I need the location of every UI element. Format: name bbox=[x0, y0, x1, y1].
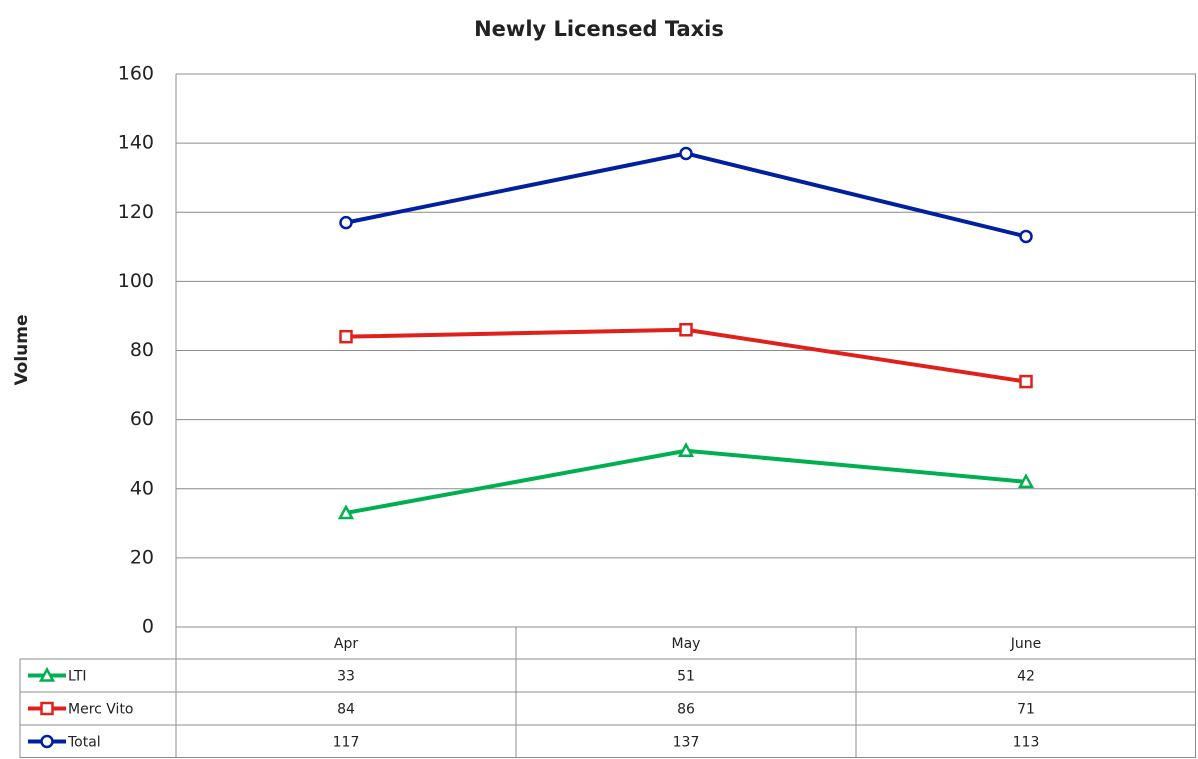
data-point bbox=[677, 442, 695, 457]
table-value: 117 bbox=[333, 735, 360, 751]
x-tick-label: June bbox=[1010, 636, 1042, 652]
y-tick-label: 20 bbox=[130, 546, 154, 568]
x-tick-label: May bbox=[672, 636, 701, 652]
series-line bbox=[345, 151, 1027, 239]
table-value: 113 bbox=[1013, 735, 1040, 751]
table-value: 33 bbox=[337, 669, 355, 685]
legend-label: Total bbox=[67, 735, 101, 751]
y-tick-label: 140 bbox=[118, 132, 154, 154]
table-value: 137 bbox=[673, 735, 700, 751]
data-point bbox=[1017, 473, 1035, 489]
data-point bbox=[1019, 229, 1033, 244]
table-value: 84 bbox=[337, 702, 355, 718]
data-table-body bbox=[19, 658, 1196, 758]
data-point bbox=[339, 215, 353, 230]
legend-marker bbox=[40, 701, 54, 716]
y-tick-label: 80 bbox=[130, 339, 154, 361]
y-axis-label: Volume bbox=[12, 314, 32, 385]
y-tick-label: 100 bbox=[118, 270, 154, 292]
data-point bbox=[337, 504, 355, 520]
table-value: 71 bbox=[1017, 702, 1035, 718]
legend-label: LTI bbox=[68, 669, 87, 685]
table-value: 86 bbox=[677, 702, 695, 718]
chart-title: Newly Licensed Taxis bbox=[474, 17, 724, 41]
y-tick-label: 0 bbox=[142, 616, 154, 638]
table-value: 51 bbox=[677, 669, 695, 685]
legend-label: Merc Vito bbox=[68, 702, 134, 718]
legend-marker bbox=[38, 666, 56, 682]
y-tick-label: 40 bbox=[130, 477, 154, 499]
data-point bbox=[679, 323, 693, 337]
data-point bbox=[1019, 374, 1033, 389]
y-tick-label: 60 bbox=[130, 408, 154, 430]
y-tick-label: 160 bbox=[118, 63, 154, 85]
series-line bbox=[345, 327, 1027, 384]
data-point bbox=[679, 146, 693, 161]
y-tick-label: 120 bbox=[118, 201, 154, 223]
x-tick-label: Apr bbox=[334, 636, 358, 652]
table-value: 42 bbox=[1017, 669, 1035, 685]
data-point bbox=[339, 329, 353, 344]
series-line bbox=[345, 448, 1027, 515]
legend-marker bbox=[40, 734, 54, 749]
